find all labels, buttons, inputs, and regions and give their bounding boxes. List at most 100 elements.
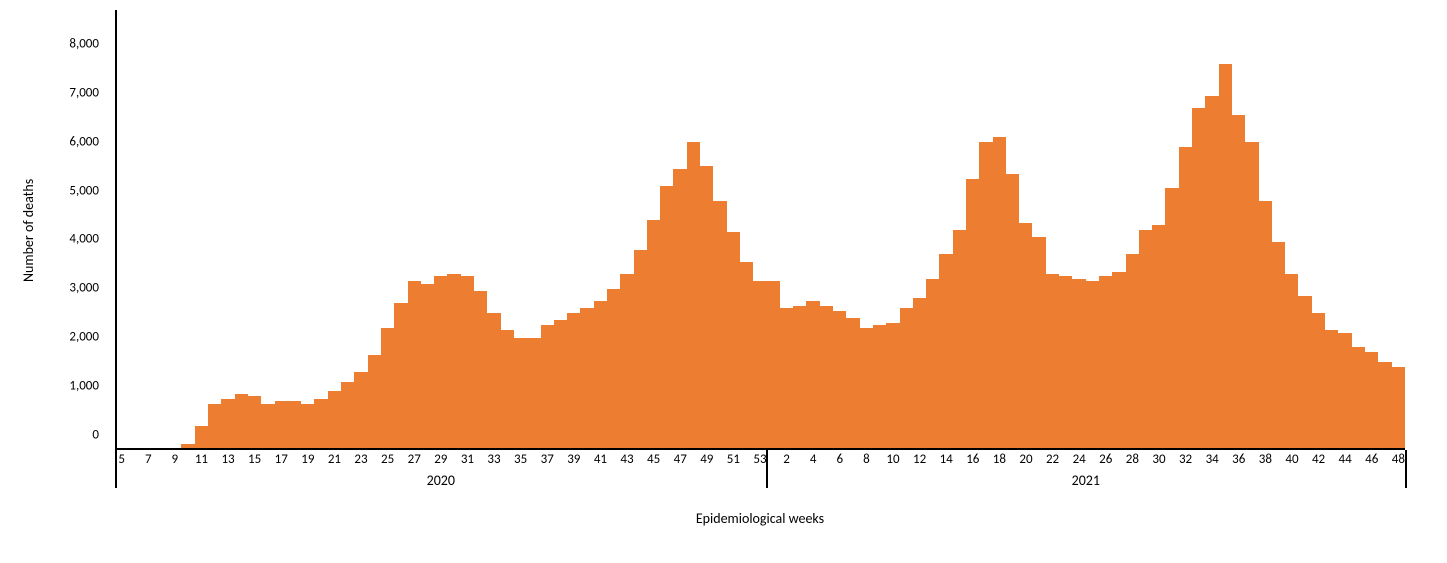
bar bbox=[421, 284, 434, 450]
bar bbox=[195, 426, 208, 450]
x-tick-label: 47 bbox=[674, 452, 687, 467]
bar bbox=[394, 303, 407, 450]
deaths-by-week-chart: Number of deaths 01,0002,0003,0004,0005,… bbox=[0, 0, 1447, 563]
x-tick-label: 6 bbox=[836, 452, 843, 467]
bars-container bbox=[115, 10, 1405, 450]
x-tick-label: 38 bbox=[1259, 452, 1272, 467]
bar bbox=[314, 399, 327, 450]
x-tick-label: 24 bbox=[1073, 452, 1086, 467]
x-tick-label: 35 bbox=[514, 452, 527, 467]
bar bbox=[1219, 64, 1232, 450]
x-tick-label: 48 bbox=[1392, 452, 1405, 467]
x-tick-label: 31 bbox=[461, 452, 474, 467]
x-tick-label: 10 bbox=[886, 452, 899, 467]
bar bbox=[354, 372, 367, 450]
bar bbox=[1032, 237, 1045, 450]
x-axis-title: Epidemiological weeks bbox=[115, 510, 1405, 527]
x-axis-ticks: 5791113151719212325272931333537394143454… bbox=[115, 450, 1405, 470]
x-tick-label: 2 bbox=[783, 452, 790, 467]
bar bbox=[886, 323, 899, 450]
x-tick-label: 53 bbox=[753, 452, 766, 467]
x-tick-label: 5 bbox=[118, 452, 125, 467]
bar bbox=[501, 330, 514, 450]
bar bbox=[647, 220, 660, 450]
bar bbox=[713, 201, 726, 450]
bar bbox=[793, 306, 806, 450]
bar bbox=[780, 308, 793, 450]
bar bbox=[1298, 296, 1311, 450]
x-tick-label: 41 bbox=[594, 452, 607, 467]
x-tick-label: 11 bbox=[195, 452, 208, 467]
bar bbox=[1046, 274, 1059, 450]
y-tick-label: 8,000 bbox=[69, 36, 99, 51]
bar bbox=[860, 328, 873, 450]
y-tick-label: 7,000 bbox=[69, 85, 99, 100]
x-tick-label: 26 bbox=[1099, 452, 1112, 467]
bar bbox=[275, 401, 288, 450]
x-tick-label: 39 bbox=[567, 452, 580, 467]
bar bbox=[634, 250, 647, 450]
plot-area: 01,0002,0003,0004,0005,0006,0007,0008,00… bbox=[115, 10, 1405, 450]
bar bbox=[846, 318, 859, 450]
bar bbox=[1392, 367, 1405, 450]
x-tick-label: 20 bbox=[1019, 452, 1032, 467]
x-tick-label: 13 bbox=[221, 452, 234, 467]
bar bbox=[1325, 330, 1338, 450]
bar bbox=[806, 301, 819, 450]
x-tick-label: 45 bbox=[647, 452, 660, 467]
bar bbox=[700, 166, 713, 450]
bar bbox=[1245, 142, 1258, 450]
bar bbox=[1272, 242, 1285, 450]
bar bbox=[301, 404, 314, 450]
y-tick-label: 6,000 bbox=[69, 134, 99, 149]
bar bbox=[767, 281, 780, 450]
x-tick-label: 4 bbox=[810, 452, 817, 467]
bar bbox=[1205, 96, 1218, 450]
bar bbox=[434, 276, 447, 450]
bar bbox=[673, 169, 686, 450]
bar bbox=[474, 291, 487, 450]
x-tick-label: 17 bbox=[275, 452, 288, 467]
bar bbox=[527, 338, 540, 450]
bar bbox=[1152, 225, 1165, 450]
x-tick-label: 28 bbox=[1126, 452, 1139, 467]
bar bbox=[1312, 313, 1325, 450]
x-tick-label: 27 bbox=[408, 452, 421, 467]
y-tick-label: 9,000 bbox=[69, 0, 99, 3]
bar bbox=[1072, 279, 1085, 450]
x-tick-label: 14 bbox=[940, 452, 953, 467]
x-tick-label: 9 bbox=[172, 452, 179, 467]
bar bbox=[461, 276, 474, 450]
bar bbox=[687, 142, 700, 450]
bar bbox=[368, 355, 381, 450]
x-tick-label: 40 bbox=[1285, 452, 1298, 467]
x-tick-label: 49 bbox=[700, 452, 713, 467]
x-tick-label: 21 bbox=[328, 452, 341, 467]
bar bbox=[1378, 362, 1391, 450]
bar bbox=[1086, 281, 1099, 450]
x-tick-label: 42 bbox=[1312, 452, 1325, 467]
bar bbox=[341, 382, 354, 450]
year-divider-right bbox=[1405, 450, 1407, 488]
x-tick-label: 12 bbox=[913, 452, 926, 467]
x-tick-label: 51 bbox=[727, 452, 740, 467]
y-tick-label: 0 bbox=[92, 428, 99, 443]
bar bbox=[288, 401, 301, 450]
bar bbox=[900, 308, 913, 450]
bar bbox=[447, 274, 460, 450]
bar bbox=[235, 394, 248, 450]
y-tick-label: 3,000 bbox=[69, 281, 99, 296]
x-tick-label: 7 bbox=[145, 452, 152, 467]
bar bbox=[873, 325, 886, 450]
bar bbox=[514, 338, 527, 450]
bar bbox=[1112, 272, 1125, 450]
bar bbox=[580, 308, 593, 450]
bar bbox=[913, 298, 926, 450]
bar bbox=[753, 281, 766, 450]
x-tick-label: 16 bbox=[966, 452, 979, 467]
x-tick-label: 23 bbox=[354, 452, 367, 467]
y-tick-label: 2,000 bbox=[69, 330, 99, 345]
x-tick-label: 15 bbox=[248, 452, 261, 467]
bar bbox=[554, 320, 567, 450]
bar bbox=[221, 399, 234, 450]
